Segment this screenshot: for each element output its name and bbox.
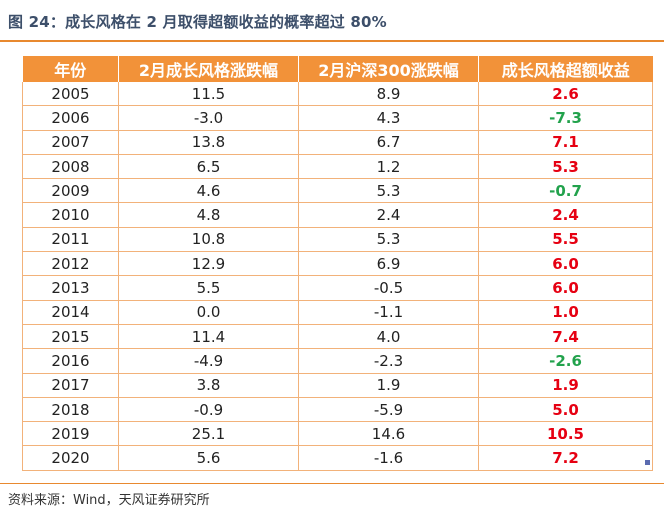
cell-year: 2013	[22, 275, 119, 301]
cell-year: 2006	[22, 105, 119, 131]
cell-growth-change: -3.0	[118, 105, 299, 131]
cell-excess-return: -0.7	[478, 178, 653, 204]
cell-csi300-change: 1.9	[298, 373, 479, 398]
source-note: 资料来源：Wind，天风证券研究所	[8, 493, 210, 508]
cell-growth-change: 11.5	[118, 82, 299, 107]
table-row: 2010 4.8 2.4 2.4	[22, 202, 653, 228]
title-divider	[0, 40, 664, 42]
figure-title: 图 24：成长风格在 2 月取得超额收益的概率超过 80%	[8, 13, 387, 31]
cell-csi300-change: -5.9	[298, 397, 479, 423]
source-divider	[0, 483, 664, 484]
cell-year: 2009	[22, 178, 119, 204]
table-row: 2009 4.6 5.3 -0.7	[22, 178, 653, 204]
cell-growth-change: 25.1	[118, 421, 299, 447]
cell-growth-change: 10.8	[118, 227, 299, 253]
table-row: 2007 13.8 6.7 7.1	[22, 130, 653, 155]
cell-excess-return: 10.5	[478, 421, 653, 447]
cell-csi300-change: 5.3	[298, 227, 479, 253]
cell-csi300-change: -1.1	[298, 300, 479, 325]
cell-year: 2017	[22, 373, 119, 398]
table-row: 2006 -3.0 4.3 -7.3	[22, 105, 653, 131]
cell-csi300-change: 14.6	[298, 421, 479, 447]
cell-growth-change: 13.8	[118, 130, 299, 155]
cell-year: 2020	[22, 445, 119, 471]
cell-excess-return: 1.9	[478, 373, 653, 398]
table-row: 2011 10.8 5.3 5.5	[22, 227, 653, 253]
table-row: 2014 0.0 -1.1 1.0	[22, 300, 653, 325]
cell-growth-change: 6.5	[118, 154, 299, 180]
cell-year: 2018	[22, 397, 119, 423]
cell-excess-return: 5.3	[478, 154, 653, 180]
cell-csi300-change: 6.9	[298, 251, 479, 277]
cell-csi300-change: 1.2	[298, 154, 479, 180]
table-row: 2008 6.5 1.2 5.3	[22, 154, 653, 180]
cell-excess-return: 5.0	[478, 397, 653, 423]
header-growth-change: 2月成长风格涨跌幅	[118, 56, 299, 82]
cell-csi300-change: 8.9	[298, 82, 479, 107]
table-row: 2013 5.5 -0.5 6.0	[22, 275, 653, 301]
table-row: 2015 11.4 4.0 7.4	[22, 324, 653, 350]
cell-growth-change: 0.0	[118, 300, 299, 325]
cell-csi300-change: 4.3	[298, 105, 479, 131]
cell-year: 2005	[22, 82, 119, 107]
cell-excess-return: 7.1	[478, 130, 653, 155]
cell-excess-return: 1.0	[478, 300, 653, 325]
header-csi300-change: 2月沪深300涨跌幅	[298, 56, 479, 82]
cell-excess-return: 5.5	[478, 227, 653, 253]
cell-year: 2008	[22, 154, 119, 180]
cell-year: 2012	[22, 251, 119, 277]
cell-year: 2019	[22, 421, 119, 447]
cell-year: 2007	[22, 130, 119, 155]
table-row: 2012 12.9 6.9 6.0	[22, 251, 653, 277]
cell-growth-change: 4.8	[118, 202, 299, 228]
cell-excess-return: -2.6	[478, 348, 653, 374]
cell-year: 2015	[22, 324, 119, 350]
cell-csi300-change: 2.4	[298, 202, 479, 228]
header-year: 年份	[22, 56, 119, 82]
cell-growth-change: 3.8	[118, 373, 299, 398]
cell-growth-change: -4.9	[118, 348, 299, 374]
cell-growth-change: 5.6	[118, 445, 299, 471]
cell-year: 2010	[22, 202, 119, 228]
cell-csi300-change: -1.6	[298, 445, 479, 471]
cell-csi300-change: 6.7	[298, 130, 479, 155]
cell-growth-change: 4.6	[118, 178, 299, 204]
table-row: 2018 -0.9 -5.9 5.0	[22, 397, 653, 423]
data-table: 年份 2月成长风格涨跌幅 2月沪深300涨跌幅 成长风格超额收益 2005 11.…	[22, 56, 653, 471]
cell-year: 2016	[22, 348, 119, 374]
cell-year: 2011	[22, 227, 119, 253]
table-row: 2016 -4.9 -2.3 -2.6	[22, 348, 653, 374]
table-body: 2005 11.5 8.9 2.6 2006 -3.0 4.3 -7.3 2007 13.8 6.7…	[22, 82, 653, 471]
cell-csi300-change: 4.0	[298, 324, 479, 350]
cell-csi300-change: -2.3	[298, 348, 479, 374]
table-header-row: 年份 2月成长风格涨跌幅 2月沪深300涨跌幅 成长风格超额收益	[22, 56, 653, 82]
cell-growth-change: 12.9	[118, 251, 299, 277]
table-row: 2019 25.1 14.6 10.5	[22, 421, 653, 447]
table-row: 2005 11.5 8.9 2.6	[22, 82, 653, 107]
table-corner-marker	[645, 460, 650, 465]
cell-year: 2014	[22, 300, 119, 325]
cell-csi300-change: 5.3	[298, 178, 479, 204]
cell-growth-change: -0.9	[118, 397, 299, 423]
table-row: 2020 5.6 -1.6 7.2	[22, 445, 653, 471]
cell-growth-change: 5.5	[118, 275, 299, 301]
cell-excess-return: 2.4	[478, 202, 653, 228]
cell-excess-return: 7.4	[478, 324, 653, 350]
cell-excess-return: 7.2	[478, 445, 653, 471]
header-excess-return: 成长风格超额收益	[478, 56, 653, 82]
cell-excess-return: 6.0	[478, 275, 653, 301]
cell-excess-return: 6.0	[478, 251, 653, 277]
table-row: 2017 3.8 1.9 1.9	[22, 373, 653, 398]
cell-growth-change: 11.4	[118, 324, 299, 350]
cell-csi300-change: -0.5	[298, 275, 479, 301]
cell-excess-return: -7.3	[478, 105, 653, 131]
cell-excess-return: 2.6	[478, 82, 653, 107]
